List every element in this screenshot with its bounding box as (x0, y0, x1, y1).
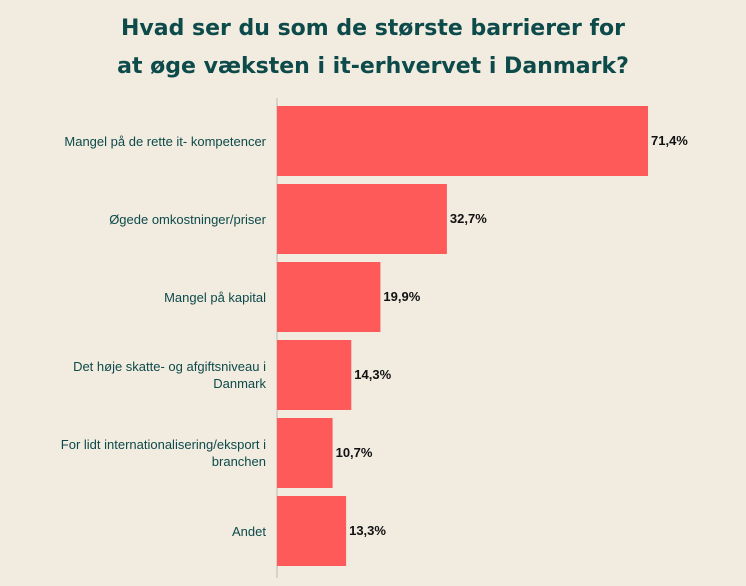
value-label-2: 19,9% (383, 289, 421, 304)
chart-title-line-2: at øge væksten i it-erhvervet i Danmark? (117, 54, 629, 79)
category-label-0: Mangel på de rette it- kompetencer (64, 133, 266, 149)
bar-5 (277, 496, 347, 566)
bar-0 (277, 106, 648, 176)
category-label-2: Mangel på kapital (164, 289, 266, 305)
chart-title-line-1: Hvad ser du som de største barrierer for (120, 16, 626, 41)
bar-4 (277, 418, 333, 488)
category-label-5: Andet (232, 523, 266, 539)
value-label-1: 32,7% (449, 211, 487, 226)
category-label-3: Det høje skatte- og afgiftsniveau i Danm… (73, 359, 266, 391)
category-label-1: Øgede omkostninger/priser (109, 211, 266, 227)
category-label-4: For lidt internationalisering/eksport i … (60, 437, 266, 469)
value-label-5: 13,3% (349, 523, 386, 538)
value-label-0: 71,4% (651, 133, 688, 148)
bar-2 (277, 262, 381, 332)
chart-title: Hvad ser du som de største barrierer for… (0, 10, 746, 86)
value-label-4: 10,7% (335, 445, 373, 460)
bar-3 (277, 340, 352, 410)
value-label-3: 14,3% (354, 367, 392, 382)
bar-1 (277, 184, 447, 254)
